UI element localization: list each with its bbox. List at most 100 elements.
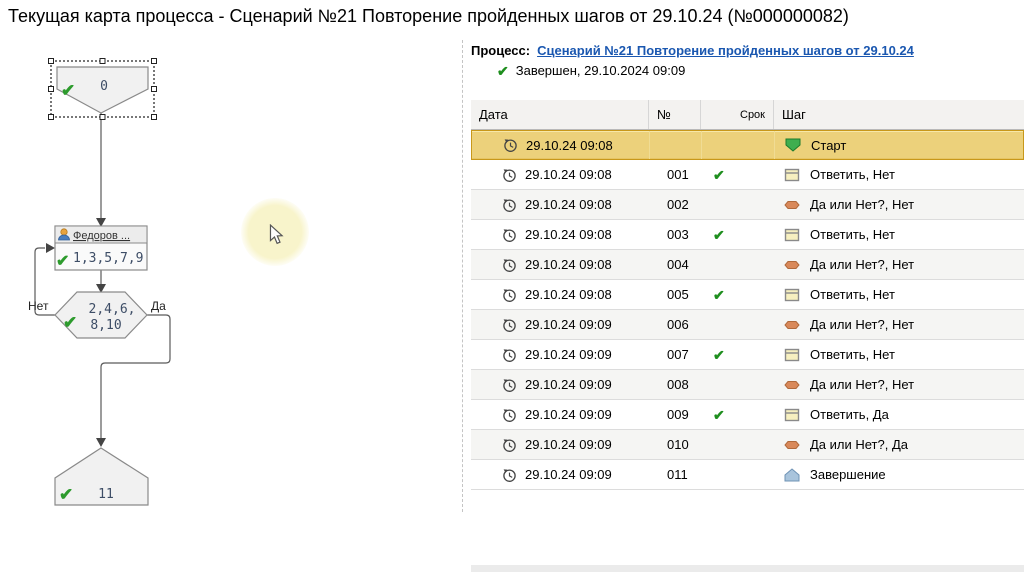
row-date: 29.10.24 09:08	[525, 257, 612, 272]
row-number: 008	[667, 377, 689, 392]
task-node-check-icon: ✔	[56, 253, 69, 270]
process-header: Процесс: Сценарий №21 Повторение пройден…	[463, 40, 1024, 78]
history-icon	[501, 437, 517, 453]
mouse-cursor	[268, 223, 284, 250]
deadline-check-icon: ✔	[713, 346, 725, 363]
table-row[interactable]: 29.10.24 09:09 006 Да или Нет?, Нет	[471, 310, 1024, 340]
table-bottom-strip	[471, 565, 1024, 572]
decision-step-icon	[784, 378, 800, 392]
decision-node-label-line2: 8,10	[90, 318, 121, 333]
row-date: 29.10.24 09:09	[525, 407, 612, 422]
task-step-icon	[784, 288, 800, 302]
row-number: 007	[667, 347, 689, 362]
table-row[interactable]: 29.10.24 09:08 001 ✔ Ответить, Нет	[471, 160, 1024, 190]
row-date: 29.10.24 09:09	[525, 467, 612, 482]
column-header-date[interactable]: Дата	[471, 100, 649, 129]
row-date: 29.10.24 09:08	[525, 227, 612, 242]
row-number: 003	[667, 227, 689, 242]
task-step-icon	[784, 168, 800, 182]
table-row[interactable]: 29.10.24 09:09 007 ✔ Ответить, Нет	[471, 340, 1024, 370]
row-number	[650, 131, 702, 159]
start-node[interactable]: ✔ 0	[48, 58, 157, 120]
row-date: 29.10.24 09:09	[525, 437, 612, 452]
deadline-check-icon: ✔	[713, 226, 725, 243]
row-date: 29.10.24 09:08	[526, 137, 613, 153]
row-step: Да или Нет?, Нет	[810, 257, 915, 272]
task-step-icon	[784, 228, 800, 242]
history-icon	[501, 407, 517, 423]
row-step: Да или Нет?, Да	[810, 437, 908, 452]
table-row[interactable]: 29.10.24 09:08 002 Да или Нет?, Нет	[471, 190, 1024, 220]
process-link[interactable]: Сценарий №21 Повторение пройденных шагов…	[537, 43, 914, 58]
selection-handles[interactable]	[48, 58, 157, 120]
row-date: 29.10.24 09:09	[525, 377, 612, 392]
finish-node[interactable]: ✔ 11	[54, 447, 149, 506]
table-row[interactable]: 29.10.24 09:09 008 Да или Нет?, Нет	[471, 370, 1024, 400]
process-map-canvas[interactable]: ✔ 0 Федоров ... ✔ 1,3,5,7,9 ✔ 2,4,6,	[0, 40, 460, 512]
row-number: 009	[667, 407, 689, 422]
column-header-number[interactable]: №	[649, 100, 701, 129]
row-number: 010	[667, 437, 689, 452]
task-node-assignee: Федоров ...	[73, 230, 130, 242]
arrowheads	[46, 218, 106, 447]
row-step: Ответить, Нет	[810, 287, 895, 302]
history-icon	[501, 467, 517, 483]
history-icon	[502, 137, 518, 153]
branch-label-yes: Да	[151, 299, 166, 313]
row-step: Да или Нет?, Нет	[810, 317, 915, 332]
decision-node-label-line1: 2,4,6,	[89, 302, 136, 317]
deadline-check-icon: ✔	[713, 406, 725, 423]
row-step: Ответить, Нет	[810, 347, 895, 362]
start-node-label: 0	[100, 79, 108, 94]
task-step-icon	[784, 408, 800, 422]
row-number: 005	[667, 287, 689, 302]
history-icon	[501, 317, 517, 333]
row-date: 29.10.24 09:08	[525, 287, 612, 302]
table-row[interactable]: 29.10.24 09:08 Старт	[471, 130, 1024, 160]
column-header-step[interactable]: Шаг	[782, 107, 806, 122]
decision-step-icon	[784, 258, 800, 272]
table-row[interactable]: 29.10.24 09:09 009 ✔ Ответить, Да	[471, 400, 1024, 430]
connector-no-loop	[34, 247, 55, 316]
connectors	[34, 113, 171, 440]
branch-label-no: Нет	[28, 299, 49, 313]
row-step: Завершение	[810, 467, 886, 482]
finish-node-check-icon: ✔	[59, 485, 73, 504]
task-node-label: 1,3,5,7,9	[73, 251, 143, 266]
table-row[interactable]: 29.10.24 09:08 004 Да или Нет?, Нет	[471, 250, 1024, 280]
row-step: Ответить, Нет	[810, 167, 895, 182]
history-icon	[501, 287, 517, 303]
task-step-icon	[784, 348, 800, 362]
decision-step-icon	[784, 438, 800, 452]
deadline-check-icon: ✔	[713, 286, 725, 303]
history-icon	[501, 257, 517, 273]
status-text: Завершен, 29.10.2024 09:09	[515, 63, 686, 78]
table-header: Дата № Срок Шаг	[471, 100, 1024, 130]
process-map-svg: ✔ 0 Федоров ... ✔ 1,3,5,7,9 ✔ 2,4,6,	[28, 58, 171, 506]
connector-yes-finish	[100, 314, 171, 440]
row-date: 29.10.24 09:09	[525, 317, 612, 332]
table-row[interactable]: 29.10.24 09:09 010 Да или Нет?, Да	[471, 430, 1024, 460]
page-title: Текущая карта процесса - Сценарий №21 По…	[8, 6, 849, 26]
task-node[interactable]: Федоров ... ✔ 1,3,5,7,9	[54, 225, 148, 271]
row-step: Да или Нет?, Нет	[810, 197, 915, 212]
decision-node[interactable]: ✔ 2,4,6, 8,10	[54, 291, 148, 339]
row-number: 006	[667, 317, 689, 332]
row-number: 011	[667, 467, 688, 482]
process-details-panel: Процесс: Сценарий №21 Повторение пройден…	[462, 40, 1024, 572]
table-row[interactable]: 29.10.24 09:08 005 ✔ Ответить, Нет	[471, 280, 1024, 310]
row-step: Ответить, Да	[810, 407, 889, 422]
person-icon	[58, 228, 70, 241]
history-icon	[501, 377, 517, 393]
table-row[interactable]: 29.10.24 09:09 011 Завершение	[471, 460, 1024, 490]
history-icon	[501, 227, 517, 243]
table-row[interactable]: 29.10.24 09:08 003 ✔ Ответить, Нет	[471, 220, 1024, 250]
history-icon	[501, 347, 517, 363]
row-step: Да или Нет?, Нет	[810, 377, 915, 392]
deadline-check-icon: ✔	[713, 166, 725, 183]
decision-step-icon	[784, 198, 800, 212]
process-status: ✔ Завершен, 29.10.2024 09:09	[497, 63, 1024, 78]
column-header-deadline[interactable]: Срок	[701, 100, 774, 129]
process-label: Процесс:	[471, 43, 531, 58]
row-number: 001	[667, 167, 689, 182]
